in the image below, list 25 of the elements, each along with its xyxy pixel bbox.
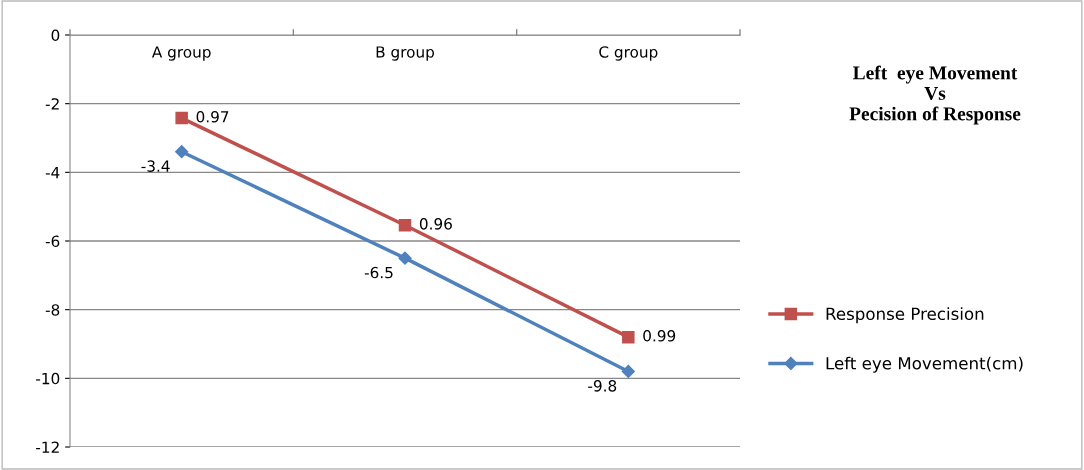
annotation: 0.96 [419,218,452,230]
y-tick-label: -4 [45,167,60,179]
x-tick-label: A group [151,46,211,61]
point [622,330,635,344]
point [398,251,412,265]
text: Left eye Movement Vs Pecision of Response [849,65,1021,125]
point [175,145,189,159]
x-tick-label: B group [376,46,435,61]
point [175,111,188,125]
point [621,364,635,379]
legend-label: Response Precision [826,307,984,324]
y-tick-label: -8 [45,304,60,316]
y-tick-label: -10 [36,372,60,385]
x-tick-label: C group [599,46,658,61]
y-tick-label: -6 [45,235,60,248]
point [398,218,412,232]
legend-label: Left eye Movement(cm) [826,356,1023,373]
data-label: -9.8 [588,380,617,392]
data-label: -6.5 [364,266,393,279]
data-label: -3.4 [141,160,170,172]
annotation: 0.97 [196,110,229,123]
y-tick-label: -2 [45,98,59,110]
y-tick-label: 0 [51,29,60,42]
annotation: 0.99 [643,330,676,342]
y-tick-label: -12 [36,441,59,453]
